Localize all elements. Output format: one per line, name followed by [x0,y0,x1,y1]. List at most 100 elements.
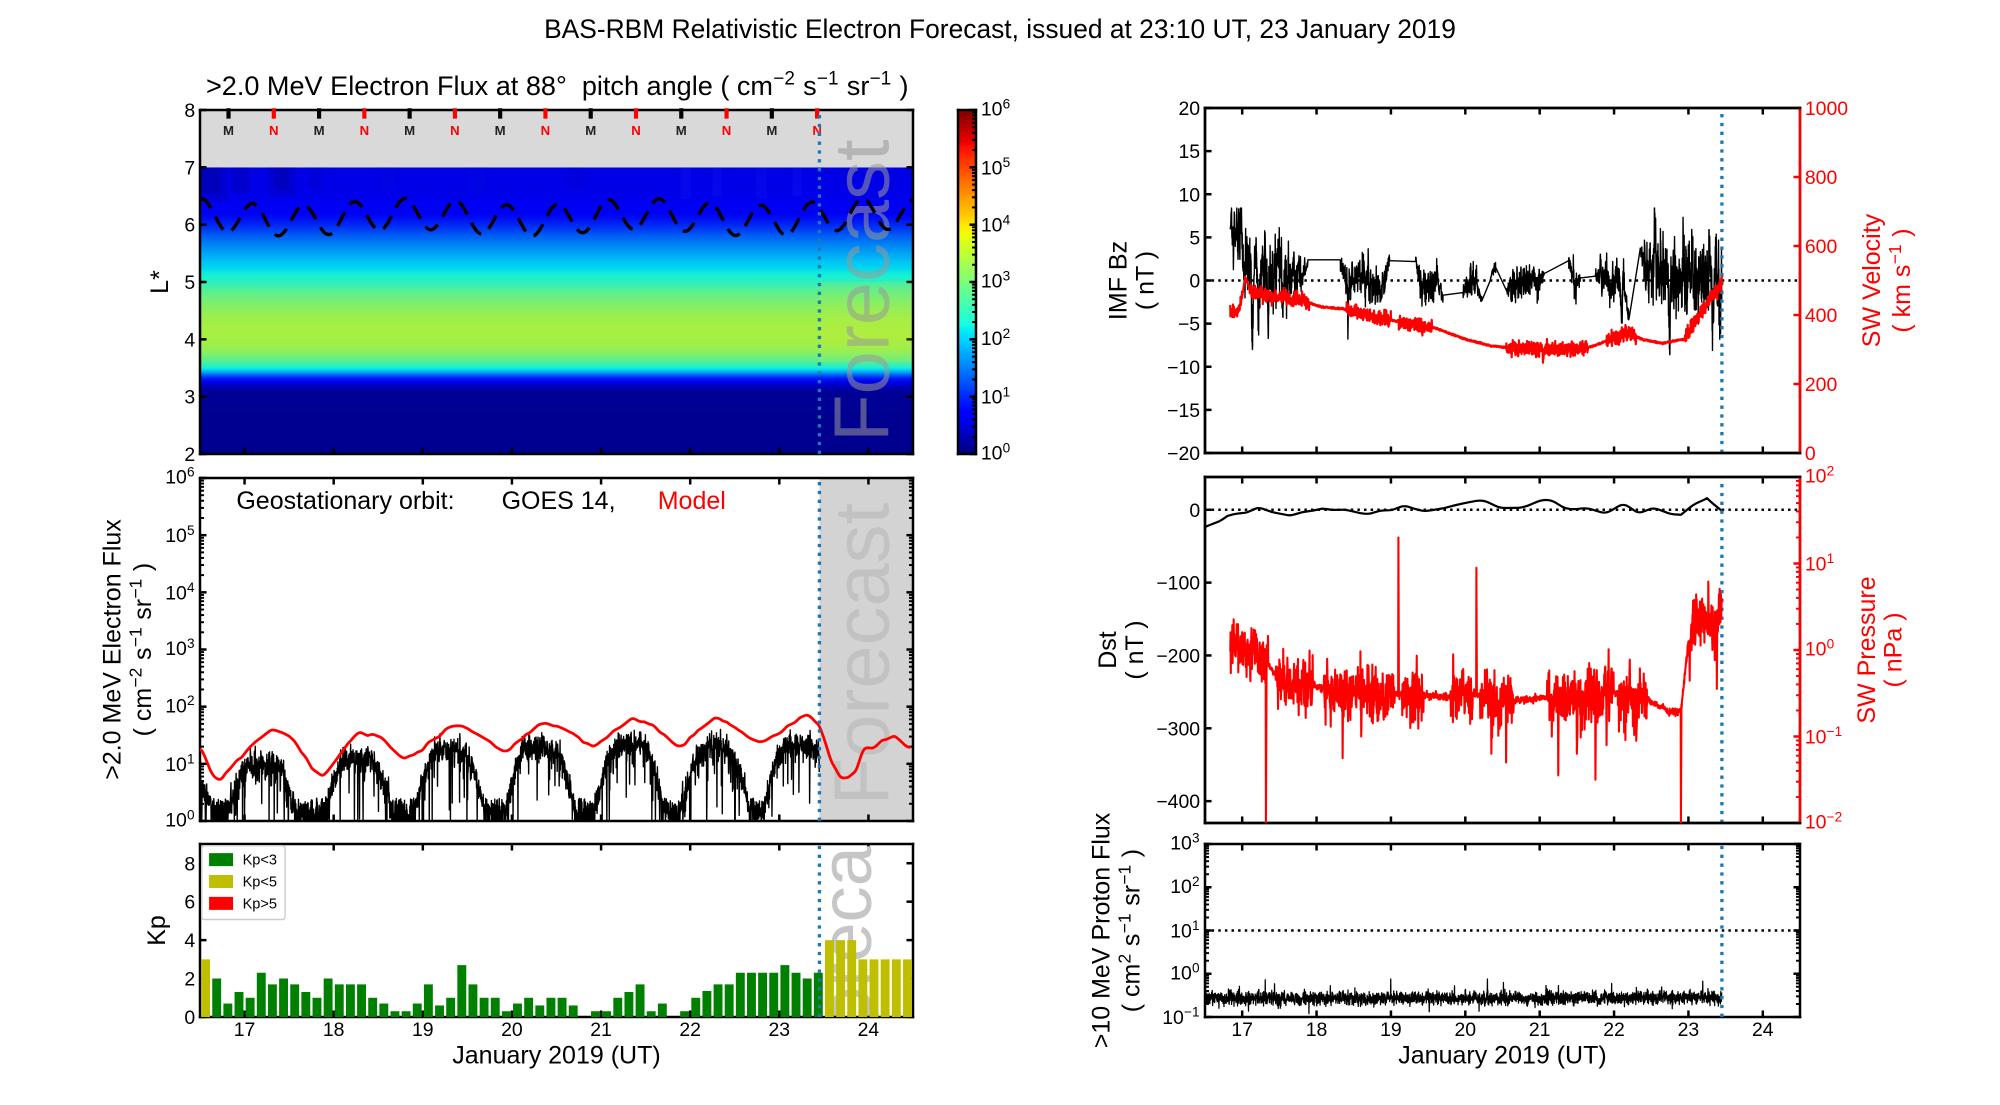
svg-text:1 0 −: 1 0 − 1 [1805,716,1842,748]
svg-text:IMF Bz: IMF Bz [1105,241,1133,320]
svg-text:5: 5 [184,272,195,294]
svg-text:( nT ): ( nT ) [1132,251,1160,310]
svg-text:1 0 −: 1 0 − 1 [1162,997,1199,1029]
svg-text:GOES 14,: GOES 14, [502,487,616,515]
svg-text:N: N [722,123,732,138]
svg-text:2: 2 [184,969,195,991]
svg-text:−200: −200 [1156,646,1200,668]
svg-text:N: N [450,123,460,138]
svg-text:0: 0 [1805,443,1816,465]
svg-text:22: 22 [1603,1019,1625,1041]
svg-text:1 0 6: 1 0 6 [981,96,1010,121]
svg-text:Kp: Kp [143,915,171,946]
svg-text:1 0 0: 1 0 0 [981,440,1011,465]
svg-text:19: 19 [412,1019,434,1041]
svg-text:L*: L* [146,270,174,294]
svg-text:18: 18 [323,1019,345,1041]
svg-text:Kp<3: Kp<3 [243,853,277,869]
svg-text:January 2019 (UT): January 2019 (UT) [452,1042,660,1070]
svg-text:( nPa ): ( nPa ) [1880,612,1908,687]
svg-text:20: 20 [501,1019,523,1041]
svg-text:7: 7 [184,157,195,179]
svg-text:4: 4 [184,329,195,351]
svg-text:1 0 5: 1 0 5 [165,522,194,547]
svg-text:1 0 2: 1 0 2 [165,692,194,717]
svg-text:( k m: ( k m s ) − 1 [1881,222,1916,332]
svg-text:1 0 5: 1 0 5 [981,154,1010,179]
svg-text:Forecast: Forecast [820,502,906,805]
svg-text:−10: −10 [1167,357,1200,379]
svg-text:24: 24 [1752,1019,1774,1041]
svg-text:600: 600 [1805,236,1838,258]
svg-text:−20: −20 [1167,443,1200,465]
svg-text:1 0 0: 1 0 0 [1170,959,1200,984]
svg-text:23: 23 [769,1019,791,1041]
svg-text:Kp<5: Kp<5 [243,875,277,891]
svg-text:Kp>5: Kp>5 [243,896,277,912]
svg-text:1000: 1000 [1805,98,1848,120]
svg-text:20: 20 [1179,98,1201,120]
svg-text:1 0 2: 1 0 2 [1805,463,1834,488]
svg-text:1 0 6: 1 0 6 [165,464,194,489]
svg-text:1 0 3: 1 0 3 [981,268,1010,293]
svg-text:18: 18 [1306,1019,1328,1041]
svg-text:1 0 3: 1 0 3 [165,635,194,660]
svg-text:15: 15 [1179,141,1201,163]
svg-text:400: 400 [1805,305,1838,327]
svg-text:19: 19 [1380,1019,1402,1041]
svg-text:1 0 1: 1 0 1 [165,751,194,776]
svg-text:22: 22 [679,1019,701,1041]
svg-text:4: 4 [184,930,195,952]
svg-text:8: 8 [184,100,195,122]
svg-text:17: 17 [234,1019,256,1041]
svg-text:Dst: Dst [1094,631,1122,669]
svg-text:1 0 1: 1 0 1 [1805,550,1834,575]
svg-text:M: M [676,123,687,138]
svg-text:21: 21 [1529,1019,1551,1041]
svg-text:1 0 4: 1 0 4 [981,212,1011,237]
svg-text:Model: Model [658,487,726,515]
svg-text:6: 6 [184,215,195,237]
svg-text:N: N [812,123,822,138]
svg-text:N: N [269,123,279,138]
svg-text:> 2 . 0: > 2 . 0 M e V E l e c t r o n F l u x a … [206,65,915,101]
svg-text:−100: −100 [1156,573,1200,595]
svg-text:0: 0 [184,1007,195,1029]
svg-text:800: 800 [1805,167,1838,189]
svg-text:Forecast: Forecast [820,139,906,442]
svg-text:1 0 3: 1 0 3 [1170,830,1199,855]
svg-text:−300: −300 [1156,718,1200,740]
svg-text:SW Pressure: SW Pressure [1853,576,1881,723]
svg-text:−400: −400 [1156,791,1200,813]
svg-text:−5: −5 [1178,314,1200,336]
svg-text:N: N [360,123,370,138]
svg-text:1 0 2: 1 0 2 [981,325,1010,350]
svg-text:20: 20 [1455,1019,1477,1041]
svg-text:6: 6 [184,892,195,914]
svg-text:3: 3 [184,387,195,409]
svg-text:>2.0 MeV Electron Flux: >2.0 MeV Electron Flux [99,519,127,780]
svg-text:200: 200 [1805,374,1838,396]
svg-text:SW Velocity: SW Velocity [1858,213,1886,347]
svg-text:2: 2 [184,444,195,466]
svg-text:1 0 0: 1 0 0 [1805,636,1835,661]
svg-text:17: 17 [1231,1019,1253,1041]
svg-text:BAS-RBM Relativistic Electron: BAS-RBM Relativistic Electron Forecast, … [544,14,1456,44]
svg-text:N: N [541,123,551,138]
svg-text:M: M [314,123,325,138]
svg-text:M: M [404,123,415,138]
svg-text:1 0 0: 1 0 0 [165,807,195,832]
svg-text:M: M [766,123,777,138]
svg-text:0: 0 [1189,500,1200,522]
svg-text:10: 10 [1179,184,1201,206]
svg-text:−15: −15 [1167,400,1200,422]
svg-text:January 2019 (UT): January 2019 (UT) [1398,1042,1606,1070]
svg-text:>10 MeV Proton Flux: >10 MeV Proton Flux [1087,812,1115,1048]
svg-text:1 0 2: 1 0 2 [1170,873,1199,898]
svg-text:23: 23 [1678,1019,1700,1041]
svg-text:( nT ): ( nT ) [1121,620,1149,679]
svg-text:1 0 −: 1 0 − 2 [1805,801,1842,833]
svg-text:1 0 1: 1 0 1 [981,384,1010,409]
svg-text:1 0 4: 1 0 4 [165,579,195,604]
svg-text:Geostationary orbit:: Geostationary orbit: [236,487,454,515]
